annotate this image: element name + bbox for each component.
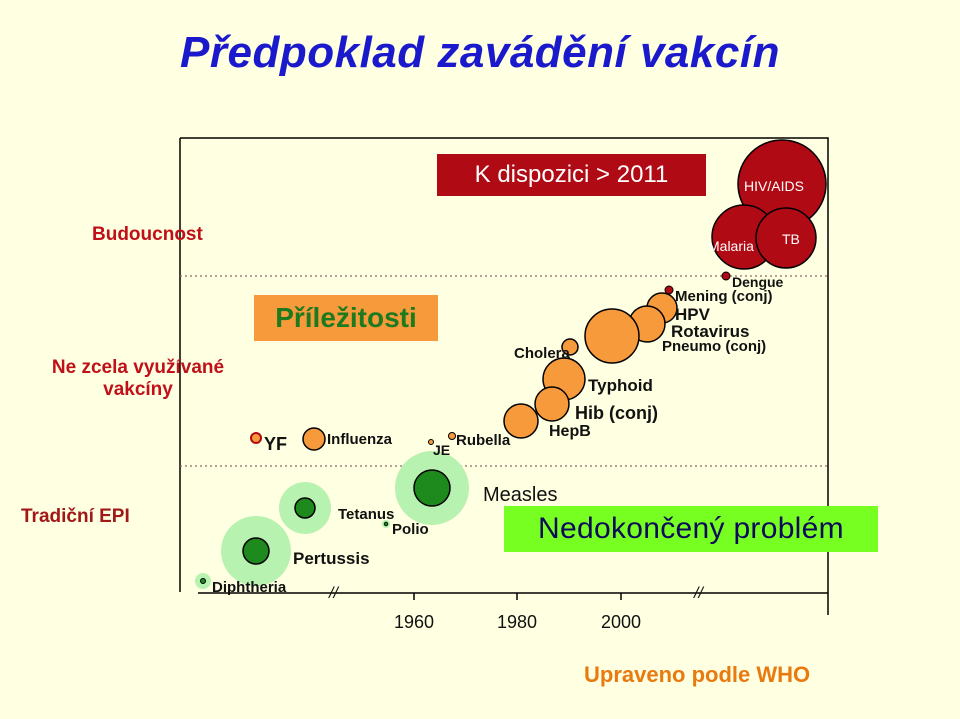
axis-tick-1960: 1960 (394, 612, 435, 632)
label-influenza: Influenza (327, 431, 393, 448)
label-pertussis: Pertussis (293, 549, 370, 568)
unfinished-problem-box: Nedokončený problém (504, 506, 878, 552)
label-hib: Hib (conj) (575, 403, 658, 423)
label-pneumo: Pneumo (conj) (662, 338, 767, 355)
label-yf: YF (264, 434, 288, 454)
hib-bubble (534, 386, 570, 422)
cholera-bubble (561, 338, 579, 356)
label-tb: TB (782, 231, 800, 247)
axis-break-right: // (694, 585, 703, 602)
measles-bubble (413, 469, 451, 507)
row-label-epi: Tradiční EPI (21, 506, 130, 527)
label-measles: Measles (483, 484, 558, 506)
label-tetanus: Tetanus (338, 506, 395, 523)
label-hepb: HepB (549, 423, 591, 440)
label-rotavirus: Rotavirus (671, 322, 750, 341)
pertussis-bubble (242, 537, 270, 565)
hepb-bubble (503, 403, 539, 439)
label-malaria: Malaria (708, 238, 754, 254)
plot-frame (180, 137, 829, 615)
label-cholera: Cholera (514, 345, 570, 362)
label-mening: Mening (conj) (675, 288, 773, 305)
label-rubella: Rubella (456, 432, 511, 449)
yf-dot (250, 432, 262, 444)
label-polio: Polio (392, 521, 429, 538)
row-label-underused: Ne zcela využívané vakcíny (51, 357, 225, 400)
label-hpv: HPV (675, 305, 710, 324)
axis-tick-1980: 1980 (497, 612, 538, 632)
mening-dot (664, 285, 674, 295)
source-credit: Upraveno podle WHO (584, 662, 811, 687)
opportunities-box: Příležitosti (254, 295, 438, 341)
rubella-dot (448, 432, 456, 440)
label-hiv: HIV/AIDS (744, 178, 804, 194)
label-je: JE (433, 442, 451, 458)
influenza-bubble (302, 427, 326, 451)
page-title: Předpoklad zavádění vakcín (180, 28, 780, 77)
dengue-dot (721, 271, 731, 281)
label-diphtheria: Diphtheria (212, 579, 287, 596)
pneumo-bubble (584, 308, 640, 364)
tb-bubble (755, 207, 817, 269)
label-typhoid: Typhoid (588, 376, 653, 395)
row-label-future: Budoucnost (92, 224, 203, 245)
axis-break-left: // (329, 585, 338, 602)
label-dengue: Dengue (732, 274, 784, 290)
polio-dot (383, 521, 389, 527)
diphtheria-dot (200, 578, 206, 584)
axis-tick-2000: 2000 (601, 612, 642, 632)
je-dot (428, 439, 434, 445)
tetanus-bubble (294, 497, 316, 519)
future-availability-box: K dispozici > 2011 (437, 154, 706, 196)
